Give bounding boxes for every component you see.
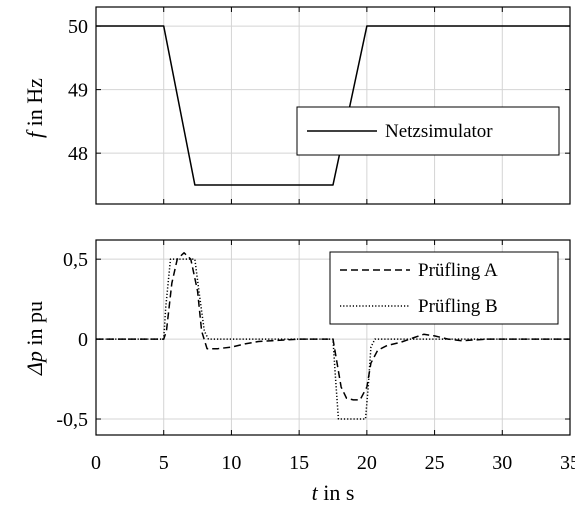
bottom-xtick-label-2: 10 (221, 452, 241, 474)
bottom-xtick-label-5: 25 (425, 452, 445, 474)
bottom-plot-frame (95, 239, 571, 436)
bottom-xtick-label-7: 35 (560, 452, 575, 474)
top-ytick-label-2: 50 (68, 16, 88, 38)
top-plot-frame (95, 6, 571, 205)
bottom-legend-label-1: Prüfling B (418, 296, 498, 317)
top-ytick-label-1: 49 (68, 80, 88, 102)
frequency-panel: 48 49 50 Netzsimulator (68, 6, 571, 205)
top-legend-label-0: Netzsimulator (385, 121, 493, 142)
bottom-ylabel-var: Δp (22, 351, 47, 376)
bottom-ylabel-unit: in pu (22, 301, 47, 351)
bottom-xtick-label-3: 15 (289, 452, 309, 474)
xlabel-unit: in s (318, 480, 355, 505)
bottom-legend-label-0: Prüfling A (418, 260, 498, 281)
bottom-series-prüfling-b (96, 258, 570, 420)
bottom-ytick-label-1: 0 (78, 329, 88, 351)
top-ylabel-var: f (22, 129, 47, 138)
bottom-xtick-label-0: 0 (91, 452, 101, 474)
top-ytick-label-0: 48 (68, 143, 88, 165)
bottom-legend: Prüfling A Prüfling B (329, 251, 559, 325)
bottom-xtick-label-6: 30 (492, 452, 512, 474)
bottom-xtick-label-1: 5 (159, 452, 169, 474)
bottom-ylabel: Δp in pu (22, 301, 47, 376)
top-series-netzsimulator (96, 25, 570, 186)
top-ylabel: f in Hz (22, 78, 47, 138)
bottom-xtick-label-4: 20 (357, 452, 377, 474)
top-ylabel-unit: in Hz (22, 78, 47, 132)
xlabel: t in s (312, 480, 355, 505)
bottom-ytick-label-0: -0,5 (56, 409, 88, 431)
bottom-ytick-label-2: 0,5 (63, 249, 88, 271)
top-legend: Netzsimulator (296, 106, 560, 156)
bottom-legend-box (329, 251, 559, 325)
xlabel-var: t (312, 480, 319, 505)
